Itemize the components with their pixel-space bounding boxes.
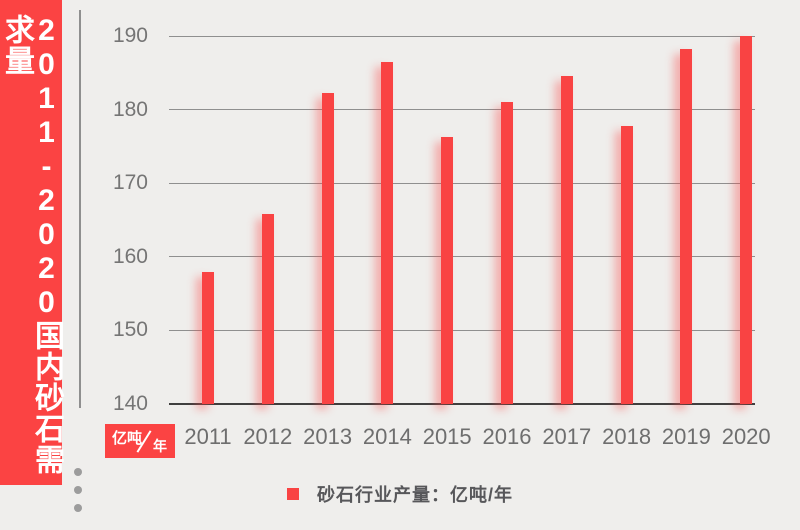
bar-2011 [202,271,214,404]
bar-2016 [501,102,513,404]
x-axis-baseline [169,403,755,405]
bar-2018 [620,125,633,404]
y-tick-label: 180 [112,97,148,121]
bar-2012 [261,214,274,404]
dot-icon [74,486,82,494]
y-tick-label: 140 [112,392,148,415]
legend: 砂石行业产量：亿吨/年 [0,481,800,507]
x-tick-label: 2012 [243,424,293,449]
x-tick-label: 2017 [542,424,592,449]
gridline [169,329,755,331]
y-axis-unit-badge: 亿吨 年 [105,424,175,458]
x-tick-label: 2013 [303,424,353,449]
legend-swatch-icon [287,488,299,500]
bar-2019 [680,49,693,404]
y-tick-label: 160 [112,244,148,268]
gridline [169,182,755,184]
y-axis-line [79,10,81,408]
x-tick-label: 2020 [721,424,771,449]
bar-2017 [560,76,573,404]
dot-icon [74,504,82,512]
x-tick-label: 2019 [661,424,711,449]
unit-numerator: 亿吨 [112,430,143,447]
x-tick-label: 2016 [482,424,532,449]
chart-title: 2011-2020国内砂石需求量 [0,14,63,475]
dot-icon [74,468,82,476]
bar-2020 [740,36,753,404]
bar-2015 [441,136,454,404]
gridline [169,109,755,111]
chart-title-ribbon: 2011-2020国内砂石需求量 [0,0,63,485]
bar-2014 [381,61,394,404]
unit-denominator: 年 [153,438,167,454]
x-tick-label: 2015 [422,424,472,449]
gridline [169,35,755,37]
y-tick-label: 170 [112,171,148,195]
x-tick-label: 2014 [362,424,412,449]
gridline [169,256,755,258]
y-tick-label: 150 [112,318,148,342]
y-tick-label: 190 [112,24,148,47]
bar-2013 [321,93,334,404]
legend-label: 砂石行业产量：亿吨/年 [317,485,513,505]
decorative-dots [74,468,82,522]
x-tick-label: 2011 [184,424,232,449]
x-tick-label: 2018 [602,424,652,449]
